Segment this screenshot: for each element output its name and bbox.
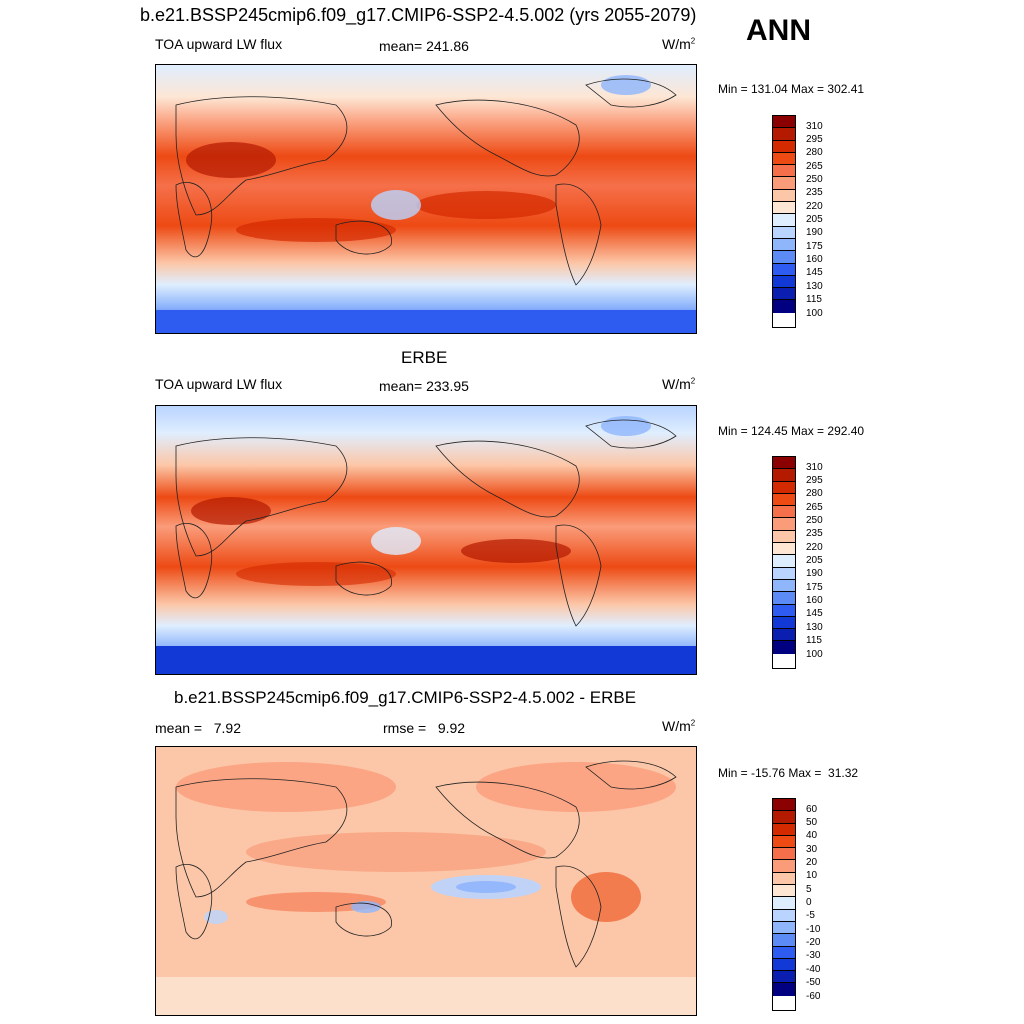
panel3-mean-label: mean = 7.92 <box>155 720 242 736</box>
colorbar-tick: 280 <box>806 147 823 158</box>
colorbar-tick: 235 <box>806 187 823 198</box>
colorbar-tick: -40 <box>806 964 821 975</box>
colorbar-tick: 10 <box>806 870 818 881</box>
panel1-variable-label: TOA upward LW flux <box>155 36 283 52</box>
panel2-units: W/m2 <box>662 376 696 392</box>
colorbar-tick: 5 <box>806 884 812 895</box>
panel3-title: b.e21.BSSP245cmip6.f09_g17.CMIP6-SSP2-4.… <box>174 688 637 707</box>
colorbar-tick: 60 <box>806 804 818 815</box>
colorbar-tick: 100 <box>806 308 823 319</box>
colorbar-tick: 205 <box>806 555 823 566</box>
season-label: ANN <box>746 14 811 47</box>
colorbar-tick: 250 <box>806 515 823 526</box>
colorbar-tick: 265 <box>806 161 823 172</box>
panel3-map-svg <box>156 747 696 1015</box>
panel3-colorbar <box>772 798 796 1011</box>
figure-title: b.e21.BSSP245cmip6.f09_g17.CMIP6-SSP2-4.… <box>140 5 697 25</box>
colorbar-tick: 115 <box>806 635 822 646</box>
colorbar-tick: 250 <box>806 174 823 185</box>
colorbar-tick: 20 <box>806 857 818 868</box>
panel2-colorbar <box>772 456 796 669</box>
colorbar-tick: 145 <box>806 267 823 278</box>
colorbar-tick: -5 <box>806 910 815 921</box>
colorbar-tick: 310 <box>806 462 823 473</box>
colorbar-tick: 205 <box>806 214 823 225</box>
panel2-map <box>155 405 697 675</box>
colorbar-tick: 115 <box>806 294 822 305</box>
colorbar-tick: 100 <box>806 649 823 660</box>
panel2-mean-label: mean= 233.95 <box>379 378 469 394</box>
colorbar-tick: 130 <box>806 281 823 292</box>
colorbar-tick: 310 <box>806 121 823 132</box>
colorbar-tick: 220 <box>806 542 823 553</box>
panel1-minmax: Min = 131.04 Max = 302.41 <box>718 82 865 96</box>
colorbar-tick: 30 <box>806 844 818 855</box>
colorbar-tick: -30 <box>806 950 821 961</box>
colorbar-tick: 145 <box>806 608 823 619</box>
colorbar-tick: 265 <box>806 502 823 513</box>
colorbar-tick: -20 <box>806 937 821 948</box>
colorbar-tick: -10 <box>806 924 821 935</box>
colorbar-tick: 295 <box>806 475 823 486</box>
colorbar-tick: 295 <box>806 134 823 145</box>
panel2-variable-label: TOA upward LW flux <box>155 376 283 392</box>
colorbar-tick: 175 <box>806 582 823 593</box>
colorbar-tick: 0 <box>806 897 812 908</box>
panel2-minmax: Min = 124.45 Max = 292.40 <box>718 424 865 438</box>
colorbar-tick: 190 <box>806 568 823 579</box>
colorbar-tick: 280 <box>806 488 823 499</box>
colorbar-tick: 190 <box>806 227 823 238</box>
colorbar-tick: 160 <box>806 595 823 606</box>
colorbar-tick: 160 <box>806 254 823 265</box>
colorbar-tick: -60 <box>806 991 821 1002</box>
panel3-units: W/m2 <box>662 718 696 734</box>
colorbar-tick: 50 <box>806 817 818 828</box>
panel1-map-svg <box>156 65 696 333</box>
colorbar-tick: 130 <box>806 622 823 633</box>
panel3-rmse-label: rmse = 9.92 <box>383 720 466 736</box>
panel1-map <box>155 64 697 334</box>
colorbar-tick: 235 <box>806 528 823 539</box>
colorbar-tick: 40 <box>806 830 818 841</box>
panel1-colorbar <box>772 115 796 328</box>
panel1-units: W/m2 <box>662 36 696 52</box>
colorbar-tick: 220 <box>806 201 823 212</box>
panel2-title: ERBE <box>401 348 448 367</box>
panel3-minmax: Min = -15.76 Max = 31.32 <box>718 766 859 780</box>
panel1-mean-label: mean= 241.86 <box>379 38 469 54</box>
colorbar-tick: 175 <box>806 241 823 252</box>
colorbar-tick: -50 <box>806 977 821 988</box>
panel3-map <box>155 746 697 1016</box>
panel2-map-svg <box>156 406 696 674</box>
